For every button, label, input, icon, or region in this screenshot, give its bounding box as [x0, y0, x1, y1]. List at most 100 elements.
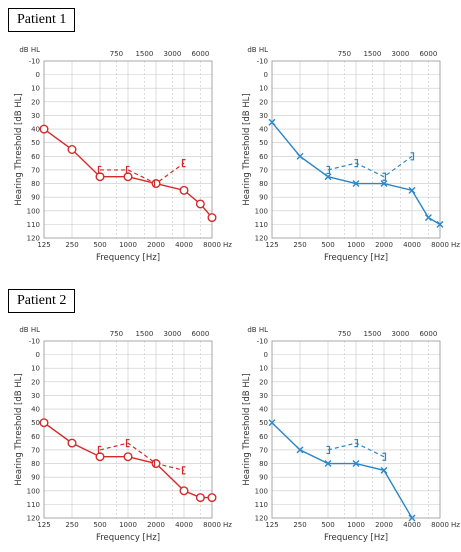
top-tick-label: 3000 — [163, 330, 181, 338]
x-unit-label: Hz — [451, 521, 460, 529]
y-tick-label: 70 — [31, 446, 40, 454]
bone-conduction-line — [327, 155, 413, 178]
unit-label: dB HL — [247, 326, 268, 334]
y-tick-label: 80 — [31, 180, 40, 188]
bone-conduction-point — [354, 159, 359, 168]
bone-conduction-point — [125, 439, 130, 448]
y-tick-label: 90 — [259, 474, 268, 482]
top-tick-label: 6000 — [419, 330, 437, 338]
plot-frame — [271, 340, 441, 519]
air-conduction-point — [95, 172, 105, 182]
bone-conduction-line — [100, 162, 185, 185]
x-tick-label: 4000 — [175, 521, 193, 529]
y-tick-label: 0 — [264, 351, 268, 359]
top-tick-label: 1500 — [363, 330, 381, 338]
x-axis-title: Frequency [Hz] — [96, 253, 160, 263]
y-tick-label: 40 — [31, 126, 40, 134]
y-tick-label: 20 — [31, 378, 40, 386]
x-tick-label: 8000 — [431, 521, 449, 529]
y-tick-label: 40 — [31, 406, 40, 414]
air-conduction-point — [151, 459, 161, 469]
y-tick-label: 0 — [264, 71, 268, 79]
air-conduction-point — [380, 180, 388, 188]
x-tick-label: 2000 — [147, 241, 165, 249]
top-tick-label: 750 — [110, 330, 123, 338]
x-tick-label: 250 — [293, 521, 306, 529]
grid — [271, 60, 441, 239]
y-tick-label: 20 — [259, 98, 268, 106]
y-tick-label: -10 — [257, 338, 268, 346]
grid — [271, 340, 441, 519]
top-tick-label: 750 — [110, 50, 123, 58]
air-conduction-point — [67, 438, 77, 448]
x-axis-title: Frequency [Hz] — [324, 253, 388, 263]
air-conduction-point — [39, 124, 49, 134]
air-conduction-point — [408, 514, 416, 522]
x-tick-label: 8000 — [431, 241, 449, 249]
y-tick-label: 30 — [259, 392, 268, 400]
air-conduction-point — [123, 172, 133, 182]
air-conduction-point — [408, 186, 416, 194]
y-tick-label: 10 — [31, 365, 40, 373]
y-tick-label: 70 — [31, 166, 40, 174]
y-tick-label: 80 — [259, 180, 268, 188]
x-tick-label: 4000 — [403, 521, 421, 529]
x-tick-label: 1000 — [119, 241, 137, 249]
unit-label: dB HL — [19, 326, 40, 334]
air-conduction-point — [151, 179, 161, 189]
air-conduction-point — [195, 493, 205, 503]
y-tick-label: 50 — [259, 419, 268, 427]
x-tick-label: 125 — [37, 521, 50, 529]
x-tick-label: 125 — [37, 241, 50, 249]
x-unit-label: Hz — [223, 241, 232, 249]
y-tick-label: -10 — [29, 338, 40, 346]
air-conduction-point — [268, 118, 276, 126]
bone-conduction-point — [153, 459, 158, 468]
air-conduction-point — [179, 185, 189, 195]
bone-conduction-point — [410, 152, 415, 161]
y-tick-label: 30 — [31, 112, 40, 120]
y-tick-label: 100 — [255, 487, 268, 495]
top-tick-label: 6000 — [419, 50, 437, 58]
x-unit-label: Hz — [223, 521, 232, 529]
y-tick-label: 60 — [31, 433, 40, 441]
y-tick-label: 60 — [259, 153, 268, 161]
air-conduction-point — [352, 180, 360, 188]
air-conduction-point — [207, 213, 217, 223]
y-tick-label: 40 — [259, 406, 268, 414]
top-tick-label: 750 — [338, 50, 351, 58]
bone-conduction-point — [326, 165, 331, 175]
y-tick-label: 120 — [27, 235, 40, 243]
y-tick-label: 80 — [259, 460, 268, 468]
y-axis-title: Hearing Threshold [dB HL] — [242, 93, 252, 205]
air-conduction-point — [436, 220, 444, 228]
y-axis-title: Hearing Threshold [dB HL] — [14, 373, 24, 485]
x-tick-label: 4000 — [403, 241, 421, 249]
x-axis-title: Frequency [Hz] — [96, 533, 160, 543]
air-conduction-point — [324, 173, 332, 181]
y-tick-label: 80 — [31, 460, 40, 468]
bone-conduction-point — [181, 159, 186, 168]
x-tick-label: 2000 — [375, 241, 393, 249]
bone-conduction-point — [97, 165, 102, 175]
x-tick-label: 125 — [265, 241, 278, 249]
y-tick-label: 50 — [31, 419, 40, 427]
y-tick-label: 110 — [255, 501, 268, 509]
unit-label: dB HL — [247, 46, 268, 54]
y-tick-label: 110 — [27, 221, 40, 229]
patient-2-label: Patient 2 — [8, 289, 76, 313]
x-tick-label: 2000 — [147, 521, 165, 529]
patient-1-label: Patient 1 — [8, 8, 76, 32]
air-conduction-point — [207, 493, 217, 503]
bone-conduction-point — [153, 179, 158, 188]
plot-frame — [271, 60, 441, 239]
x-tick-label: 125 — [265, 521, 278, 529]
x-tick-label: 4000 — [175, 241, 193, 249]
y-tick-label: 40 — [259, 126, 268, 134]
air-conduction-point — [95, 452, 105, 462]
bone-conduction-point — [326, 445, 331, 455]
y-tick-label: -10 — [257, 58, 268, 66]
plot-frame — [43, 340, 213, 519]
air-conduction-point — [352, 460, 360, 468]
x-tick-label: 1000 — [347, 521, 365, 529]
